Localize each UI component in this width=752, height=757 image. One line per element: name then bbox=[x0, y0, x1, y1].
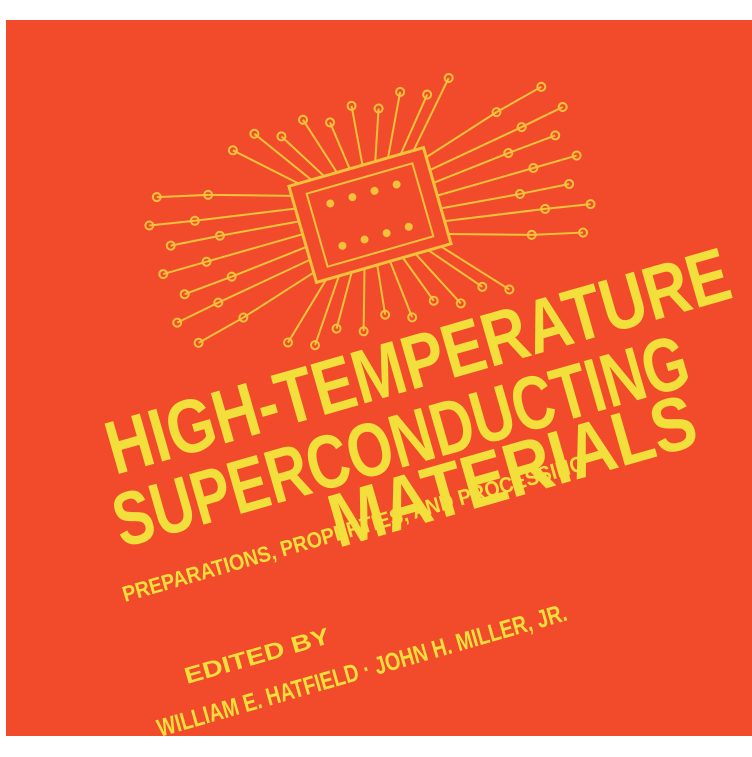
chip-part bbox=[165, 240, 176, 251]
chip-part bbox=[163, 260, 207, 276]
chip-part bbox=[331, 323, 342, 334]
chip-part bbox=[179, 289, 190, 300]
chip-part bbox=[407, 312, 418, 323]
chip-part bbox=[348, 193, 357, 202]
chip-part bbox=[387, 91, 402, 158]
chip-part bbox=[287, 279, 327, 344]
chip-part bbox=[346, 100, 357, 111]
chip-part bbox=[564, 178, 575, 189]
chip-part bbox=[305, 162, 435, 268]
chip-part bbox=[373, 103, 384, 114]
chip-part bbox=[428, 295, 439, 306]
chip-part bbox=[578, 227, 589, 238]
chip-part bbox=[402, 257, 435, 302]
chip-part bbox=[571, 150, 582, 161]
chip-part bbox=[427, 249, 483, 288]
chip-part bbox=[443, 72, 454, 83]
chip-part bbox=[382, 229, 391, 238]
chip-part bbox=[380, 309, 391, 320]
chip-part bbox=[507, 134, 556, 154]
chip-part bbox=[477, 281, 488, 292]
chip-part bbox=[149, 219, 195, 227]
chip-part bbox=[436, 167, 534, 197]
chip-part bbox=[249, 128, 260, 139]
chip-part bbox=[533, 154, 577, 169]
chip-part bbox=[314, 275, 340, 346]
chip-part bbox=[496, 85, 542, 114]
chip-part bbox=[282, 337, 293, 348]
chip-part bbox=[531, 231, 584, 236]
chip-part bbox=[544, 203, 591, 210]
chip-part bbox=[227, 145, 238, 156]
chip-part bbox=[158, 269, 169, 280]
chip-part bbox=[217, 258, 311, 304]
chip-part bbox=[585, 199, 596, 210]
chip-part bbox=[414, 253, 462, 305]
chip-part bbox=[253, 132, 312, 181]
cover-background bbox=[6, 20, 752, 736]
chip-part bbox=[440, 192, 521, 210]
chip-part bbox=[440, 245, 510, 291]
chip-part bbox=[206, 233, 303, 263]
chip-part bbox=[504, 284, 515, 295]
chip-part bbox=[287, 145, 453, 285]
chip-part bbox=[144, 220, 155, 231]
chip-part bbox=[444, 207, 546, 223]
chip-part bbox=[350, 105, 364, 166]
chip-part bbox=[519, 183, 570, 195]
chip-part bbox=[184, 275, 232, 296]
chip-part bbox=[422, 89, 433, 100]
chip-part bbox=[370, 186, 379, 195]
chip-part bbox=[151, 192, 162, 203]
chip-part bbox=[194, 207, 296, 222]
chip-part bbox=[389, 260, 414, 318]
chip-part bbox=[302, 119, 338, 174]
chip-part bbox=[374, 108, 380, 162]
chip-part bbox=[376, 264, 387, 315]
chip-part bbox=[170, 234, 221, 247]
chip-part bbox=[455, 298, 466, 309]
chip-part bbox=[208, 193, 292, 197]
chip-part bbox=[360, 235, 369, 244]
chip-illustration bbox=[144, 72, 596, 351]
chip-part bbox=[297, 114, 308, 125]
chip-part bbox=[429, 126, 523, 171]
chip-part bbox=[358, 326, 369, 337]
chip-part bbox=[156, 193, 209, 199]
chip-part bbox=[404, 222, 413, 231]
chip-part bbox=[280, 135, 325, 177]
chip-part bbox=[310, 340, 321, 351]
chip-part bbox=[425, 111, 498, 159]
chip-part bbox=[232, 149, 299, 185]
chip-part bbox=[521, 106, 564, 128]
chip-part bbox=[176, 301, 219, 324]
chip-part bbox=[329, 122, 351, 170]
chip-part bbox=[338, 241, 347, 250]
chip-part bbox=[395, 86, 406, 97]
chip-part bbox=[536, 81, 547, 92]
chip-part bbox=[326, 199, 335, 208]
chip-part bbox=[335, 272, 353, 329]
chip-part bbox=[362, 268, 366, 332]
chip-part bbox=[399, 94, 429, 155]
chip-part bbox=[219, 220, 300, 237]
chip-part bbox=[231, 246, 307, 278]
chip-part bbox=[193, 337, 204, 348]
chip-part bbox=[325, 117, 336, 128]
chip-part bbox=[557, 101, 568, 112]
chip-part bbox=[550, 130, 561, 141]
chip-part bbox=[412, 77, 450, 151]
chip-part bbox=[433, 152, 509, 184]
chip-part bbox=[172, 317, 183, 328]
chip-part bbox=[276, 131, 287, 142]
chip-part bbox=[198, 316, 244, 344]
chip-part bbox=[242, 271, 315, 319]
chip-part bbox=[448, 232, 532, 236]
chip-part bbox=[392, 180, 401, 189]
